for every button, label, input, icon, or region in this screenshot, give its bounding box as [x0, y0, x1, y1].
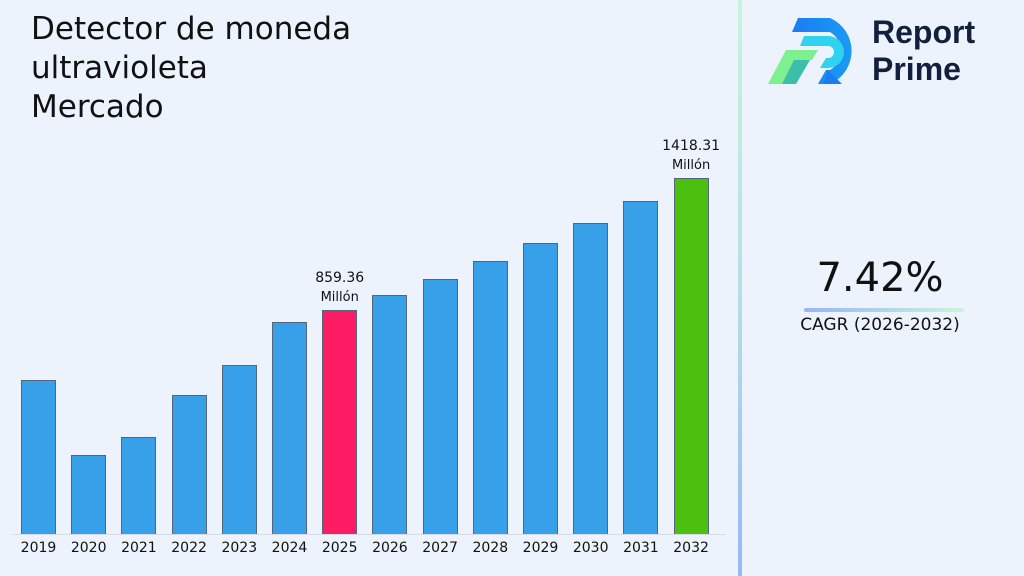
- bar-2019: [21, 380, 56, 534]
- brand-name: Report Prime: [872, 14, 975, 88]
- x-tick-label: 2030: [572, 540, 609, 556]
- bar-2025: [322, 310, 358, 534]
- cagr-label: CAGR (2026-2032): [800, 315, 960, 335]
- bar-2023: [221, 364, 257, 534]
- bar-2020: [71, 455, 107, 534]
- bar-2024: [272, 321, 307, 534]
- bar-2027: [422, 278, 458, 534]
- bar-2021: [121, 436, 157, 534]
- x-tick-label: 2027: [422, 540, 458, 556]
- x-tick-label: 2025: [321, 540, 358, 556]
- x-tick-label: 2024: [271, 540, 308, 556]
- cagr-value: 7.42%: [816, 255, 944, 301]
- bar-2026: [372, 294, 408, 534]
- bar-2022: [171, 394, 207, 534]
- x-tick-label: 2031: [623, 540, 659, 556]
- x-tick-label: 2028: [472, 540, 509, 556]
- bar-chart: 2019 2020 2021 2022 2023 2024 2025 859.36 Millón…: [12, 137, 726, 556]
- divider: [738, 0, 742, 576]
- bar-2032: [673, 177, 709, 534]
- report-prime-logo-icon: [768, 18, 852, 84]
- x-tick-label: 2019: [20, 540, 57, 556]
- x-tick-label: 2023: [221, 540, 258, 556]
- x-tick-label: 2020: [70, 540, 107, 556]
- bar-2031: [623, 201, 659, 534]
- brand-line2: Prime: [872, 51, 961, 87]
- x-tick-label: 2021: [121, 540, 157, 556]
- x-tick-label: 2029: [522, 540, 559, 556]
- chart-title: Detector de moneda ultravioleta Mercado: [31, 11, 352, 125]
- x-tick-label: 2022: [171, 540, 207, 556]
- brand-line1: Report: [872, 14, 976, 50]
- bar-2029: [523, 242, 558, 534]
- data-label-2032: 1418.31 Millón: [662, 137, 721, 173]
- x-tick-label: 2026: [372, 540, 408, 556]
- bar-2030: [573, 222, 609, 534]
- x-tick-label: 2032: [673, 540, 709, 556]
- bar-2028: [472, 261, 508, 534]
- x-axis-line: [12, 534, 726, 535]
- cagr-underline: [804, 308, 964, 312]
- data-label-2025: 859.36 Millón: [315, 270, 365, 305]
